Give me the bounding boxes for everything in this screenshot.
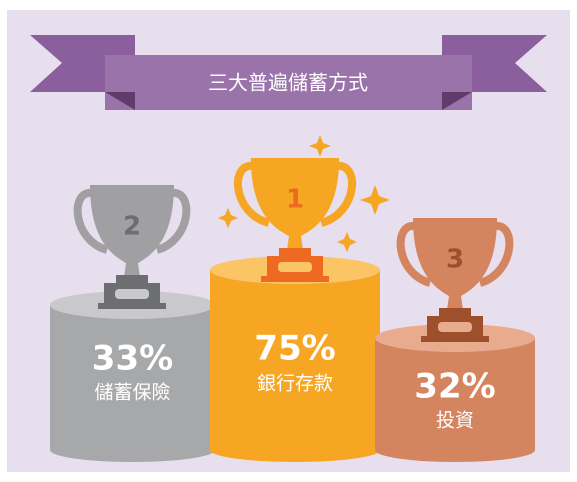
trophy-foot (261, 276, 329, 282)
rank: 2 (123, 212, 141, 242)
podium (375, 338, 535, 462)
trophy-stem (116, 275, 148, 283)
sparkles (218, 135, 390, 252)
ribbon (105, 55, 472, 110)
trophy-plate (115, 289, 149, 299)
trophy-cup (413, 218, 497, 310)
title: 三大普遍儲蓄方式 (208, 71, 368, 95)
ribbon-fold (105, 92, 135, 110)
podium (210, 270, 380, 462)
trophy-cup (250, 158, 340, 250)
label: 投資 (436, 410, 474, 432)
label: 銀行存款 (257, 373, 333, 395)
rank: 3 (446, 245, 464, 275)
trophy-plate (278, 262, 312, 272)
trophy-foot (98, 303, 166, 309)
label: 儲蓄保險 (94, 382, 170, 404)
trophy-foot (421, 336, 489, 342)
percentage: 75% (254, 329, 335, 369)
percentage: 32% (414, 367, 495, 407)
rank: 1 (286, 185, 304, 215)
trophy-handles (234, 162, 356, 227)
trophy-handles (396, 222, 514, 287)
trophy-stem (439, 308, 471, 316)
trophy-cup (90, 185, 174, 277)
trophy-handles (73, 189, 191, 254)
ribbon-fold (442, 92, 472, 110)
percentage: 33% (92, 339, 173, 379)
podium (50, 305, 215, 462)
trophy-stem (279, 248, 311, 256)
trophy-plate (438, 322, 472, 332)
